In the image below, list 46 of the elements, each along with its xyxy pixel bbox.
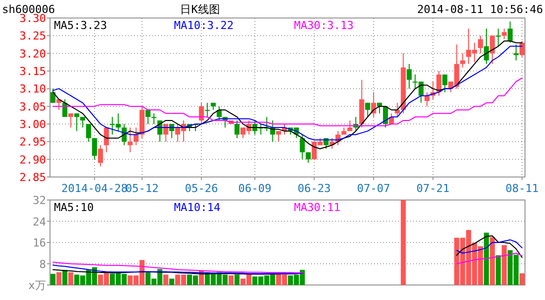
y-tick-label: 3.15 (20, 65, 46, 78)
x-tick-label: 06-09 (238, 182, 272, 195)
y-tick-label: 3.00 (20, 118, 46, 131)
bar (62, 270, 68, 285)
y-tick-label: 16 (32, 236, 46, 250)
x-tick-label: 08-11 (505, 182, 539, 195)
y-tick-label: 32 (32, 194, 46, 207)
chart-title: 日K线图 (180, 3, 220, 16)
bar (484, 232, 489, 285)
bar (228, 275, 234, 285)
text: MA30:3.13 (294, 19, 354, 32)
bar (68, 272, 74, 285)
text: 2014-08-11 10:56:46 (417, 3, 543, 16)
bar (56, 272, 62, 285)
text: MA5:10 (54, 201, 94, 214)
x-tick-label: 06-23 (298, 182, 331, 195)
text: MA10:14 (174, 201, 221, 214)
y-tick-label: 2.85 (20, 171, 46, 184)
y-tick-label: x万 (28, 279, 46, 292)
x-tick-label: 05-12 (125, 182, 159, 195)
text: MA5:3.23 (54, 19, 107, 32)
text: MA10:3.22 (174, 19, 234, 32)
bar (520, 273, 525, 285)
y-tick-label: 3.25 (20, 30, 46, 43)
y-tick-label: 3.30 (20, 12, 46, 25)
y-tick-label: 3.10 (20, 82, 46, 96)
bar (496, 255, 501, 285)
bar (234, 274, 240, 285)
bar (50, 274, 56, 285)
x-tick-label: 07-21 (416, 182, 450, 195)
y-tick-label: 3.20 (20, 47, 46, 60)
bar (169, 278, 174, 285)
x-tick-label: 05-26 (184, 182, 218, 195)
bar (502, 245, 507, 285)
x-tick-label: 2014-04-28 (61, 182, 128, 195)
y-tick-label: 3.05 (20, 100, 46, 114)
text: MA30:11 (294, 201, 340, 214)
line-series (52, 78, 523, 126)
bar (163, 274, 168, 285)
bar (400, 200, 406, 285)
y-tick-label: 24 (32, 215, 46, 228)
bar (490, 237, 495, 285)
x-tick-label: 07-07 (357, 182, 390, 195)
y-tick-label: 2.95 (20, 136, 46, 149)
y-tick-label: 2.90 (20, 153, 46, 166)
y-tick-label: 8 (39, 258, 46, 271)
